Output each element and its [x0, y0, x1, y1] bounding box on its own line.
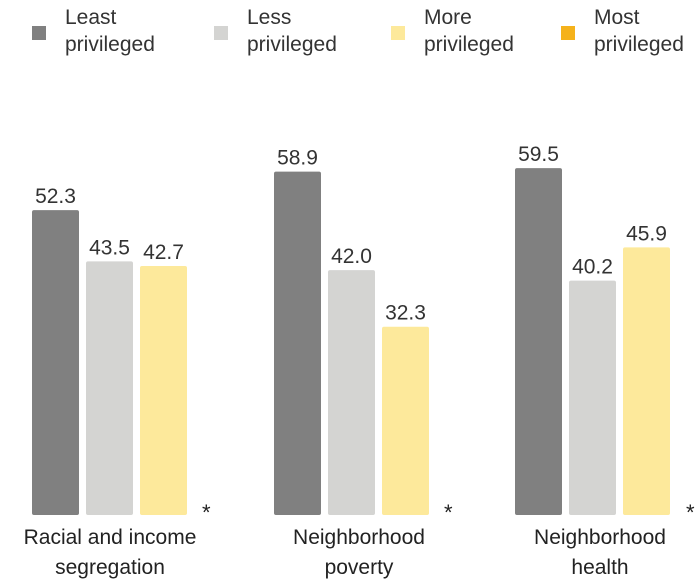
bar-value-label: 40.2: [572, 256, 613, 279]
bar-2-3: [569, 280, 616, 515]
bar-value-label: 42.7: [143, 241, 184, 264]
bar-1-2: [274, 171, 321, 515]
legend-swatch: [561, 26, 575, 40]
bar-value-label: 45.9: [626, 222, 667, 245]
legend-label: Less privileged: [247, 6, 337, 56]
significance-marker: *: [444, 500, 453, 525]
bar-2-1: [86, 261, 133, 515]
significance-marker: *: [686, 500, 695, 525]
legend-swatch: [32, 26, 46, 40]
legend-swatch: [391, 26, 405, 40]
legend-swatch: [214, 26, 228, 40]
bar-value-label: 59.5: [518, 143, 559, 166]
legend-label: More privileged: [424, 6, 514, 56]
bar-1-1: [32, 210, 79, 515]
bar-value-label: 52.3: [35, 185, 76, 208]
category-label: Neighborhood poverty: [293, 526, 425, 579]
bar-value-label: 42.0: [331, 245, 372, 268]
bar-1-3: [515, 168, 562, 516]
bar-3-3: [623, 247, 670, 515]
bar-3-1: [140, 266, 187, 515]
bar-value-label: 58.9: [277, 147, 318, 170]
bar-2-2: [328, 270, 375, 515]
bar-3-2: [382, 326, 429, 515]
legend-label: Most privileged: [594, 6, 684, 56]
legend-label: Least privileged: [65, 6, 155, 56]
category-label: Racial and income segregation: [23, 526, 197, 579]
bar-value-label: 32.3: [385, 302, 426, 325]
bar-value-label: 43.5: [89, 236, 130, 259]
category-label: Neighborhood health: [534, 526, 666, 579]
significance-marker: *: [202, 500, 211, 525]
